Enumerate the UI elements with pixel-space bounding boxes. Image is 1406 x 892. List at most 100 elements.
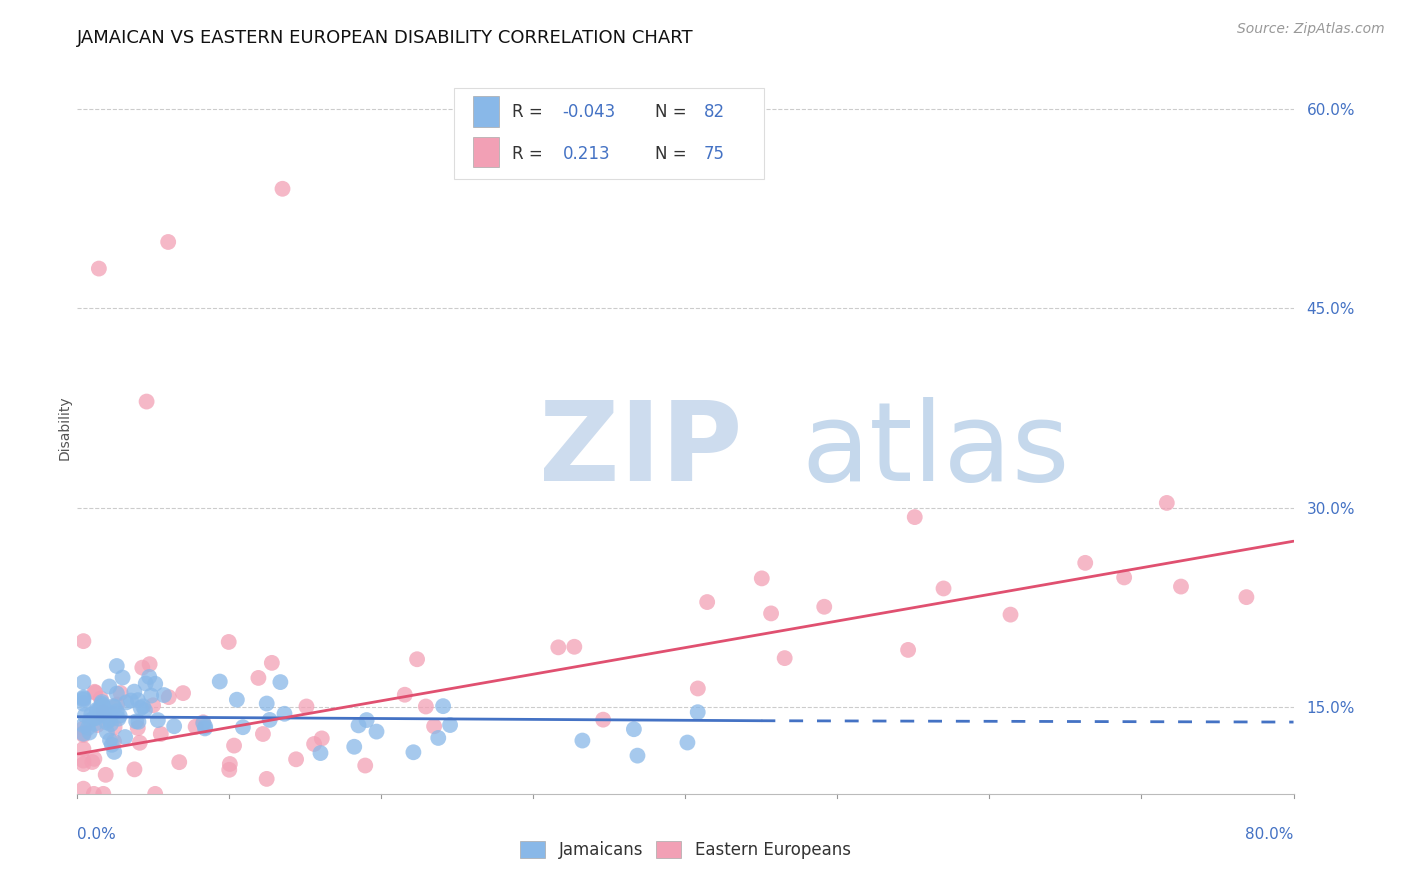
Point — [72, 691, 94, 706]
Point — [218, 635, 240, 649]
Point — [143, 677, 166, 691]
Point — [127, 721, 149, 735]
Point — [686, 681, 709, 696]
Point — [184, 720, 207, 734]
Point — [98, 733, 121, 747]
Point — [72, 742, 94, 756]
Point — [356, 713, 378, 727]
Point — [72, 675, 94, 690]
Point — [773, 651, 796, 665]
Point — [107, 712, 129, 726]
Point — [142, 698, 165, 713]
Point — [101, 738, 124, 752]
Point — [423, 719, 446, 733]
Point — [222, 739, 245, 753]
Point — [141, 689, 163, 703]
Point — [110, 686, 132, 700]
Point — [115, 695, 138, 709]
Point — [83, 752, 105, 766]
Point — [354, 758, 377, 772]
Point — [813, 599, 835, 614]
Point — [138, 670, 160, 684]
Point — [193, 716, 215, 731]
Point — [98, 680, 121, 694]
Legend: Jamaicans, Eastern Europeans: Jamaicans, Eastern Europeans — [513, 835, 858, 866]
Point — [91, 787, 114, 801]
Point — [79, 714, 101, 728]
Point — [72, 781, 94, 796]
Point — [83, 711, 105, 725]
Point — [269, 675, 291, 690]
Point — [132, 699, 155, 714]
Point — [157, 235, 180, 249]
Text: 0.0%: 0.0% — [77, 827, 117, 842]
Point — [129, 701, 152, 715]
Point — [247, 671, 270, 685]
Point — [311, 731, 333, 746]
Text: 75: 75 — [703, 145, 724, 163]
Point — [105, 698, 128, 712]
Point — [103, 720, 125, 734]
Point — [72, 757, 94, 772]
Point — [72, 728, 94, 742]
Point — [232, 720, 254, 734]
Point — [149, 727, 172, 741]
Point — [562, 640, 585, 654]
Point — [427, 731, 450, 745]
Point — [91, 698, 114, 713]
Point — [193, 715, 215, 730]
Point — [120, 693, 142, 707]
Point — [366, 724, 388, 739]
Point — [80, 707, 103, 722]
Point — [98, 713, 121, 727]
Point — [83, 716, 105, 731]
Point — [696, 595, 718, 609]
Point — [125, 714, 148, 729]
Point — [302, 737, 325, 751]
Point — [309, 746, 332, 760]
Point — [79, 725, 101, 739]
Point — [105, 704, 128, 718]
Point — [72, 693, 94, 707]
Point — [686, 705, 709, 719]
Point — [172, 686, 194, 700]
Text: -0.043: -0.043 — [562, 103, 616, 121]
Point — [94, 706, 117, 721]
Point — [83, 787, 105, 801]
Point — [897, 643, 920, 657]
Point — [127, 693, 149, 707]
Point — [432, 699, 454, 714]
Point — [259, 713, 281, 727]
Point — [72, 722, 94, 736]
Point — [90, 706, 112, 721]
Point — [402, 745, 425, 759]
Point — [146, 713, 169, 727]
Point — [91, 698, 114, 713]
Text: 0.213: 0.213 — [562, 145, 610, 163]
Point — [72, 718, 94, 732]
Point — [343, 739, 366, 754]
Point — [124, 763, 146, 777]
Point — [676, 735, 699, 749]
Point — [72, 690, 94, 705]
Point — [571, 733, 593, 747]
Bar — [472, 96, 499, 127]
Text: 80.0%: 80.0% — [1246, 827, 1294, 842]
Point — [72, 754, 94, 768]
Y-axis label: Disability: Disability — [58, 396, 72, 460]
Point — [103, 700, 125, 714]
Point — [225, 692, 247, 706]
Text: atlas: atlas — [801, 397, 1070, 504]
Point — [93, 706, 115, 720]
Point — [218, 756, 240, 771]
Point — [260, 656, 283, 670]
Point — [1156, 496, 1178, 510]
Point — [271, 182, 294, 196]
Point — [128, 736, 150, 750]
Point — [194, 722, 217, 736]
Point — [91, 695, 114, 709]
Point — [124, 684, 146, 698]
Point — [218, 763, 240, 777]
Point — [208, 674, 231, 689]
Point — [143, 787, 166, 801]
